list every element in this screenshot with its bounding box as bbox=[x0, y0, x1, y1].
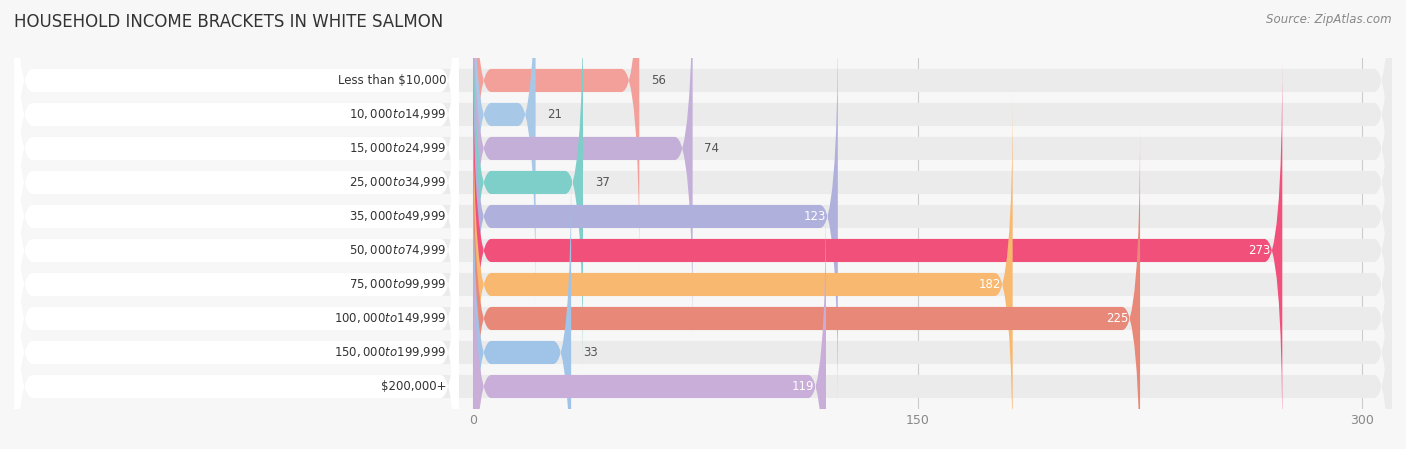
FancyBboxPatch shape bbox=[14, 0, 458, 273]
FancyBboxPatch shape bbox=[14, 0, 458, 341]
Text: 37: 37 bbox=[595, 176, 610, 189]
FancyBboxPatch shape bbox=[14, 24, 1392, 409]
Text: 225: 225 bbox=[1107, 312, 1128, 325]
FancyBboxPatch shape bbox=[14, 58, 458, 443]
FancyBboxPatch shape bbox=[474, 92, 1012, 449]
FancyBboxPatch shape bbox=[14, 0, 458, 307]
Text: $15,000 to $24,999: $15,000 to $24,999 bbox=[349, 141, 447, 155]
FancyBboxPatch shape bbox=[474, 126, 1140, 449]
Text: Less than $10,000: Less than $10,000 bbox=[339, 74, 447, 87]
Text: $10,000 to $14,999: $10,000 to $14,999 bbox=[349, 107, 447, 122]
FancyBboxPatch shape bbox=[474, 0, 583, 375]
Text: $50,000 to $74,999: $50,000 to $74,999 bbox=[349, 243, 447, 257]
FancyBboxPatch shape bbox=[14, 0, 1392, 273]
FancyBboxPatch shape bbox=[474, 0, 536, 307]
FancyBboxPatch shape bbox=[474, 58, 1282, 443]
Text: 74: 74 bbox=[704, 142, 720, 155]
Text: 56: 56 bbox=[651, 74, 666, 87]
FancyBboxPatch shape bbox=[14, 0, 1392, 307]
Text: 21: 21 bbox=[547, 108, 562, 121]
FancyBboxPatch shape bbox=[14, 160, 458, 449]
Text: $25,000 to $34,999: $25,000 to $34,999 bbox=[349, 176, 447, 189]
FancyBboxPatch shape bbox=[474, 0, 640, 273]
FancyBboxPatch shape bbox=[474, 160, 571, 449]
FancyBboxPatch shape bbox=[14, 126, 458, 449]
FancyBboxPatch shape bbox=[474, 194, 825, 449]
Text: HOUSEHOLD INCOME BRACKETS IN WHITE SALMON: HOUSEHOLD INCOME BRACKETS IN WHITE SALMO… bbox=[14, 13, 443, 31]
Text: 182: 182 bbox=[979, 278, 1001, 291]
FancyBboxPatch shape bbox=[14, 194, 458, 449]
Text: $100,000 to $149,999: $100,000 to $149,999 bbox=[335, 312, 447, 326]
FancyBboxPatch shape bbox=[474, 24, 838, 409]
FancyBboxPatch shape bbox=[14, 160, 1392, 449]
FancyBboxPatch shape bbox=[14, 0, 458, 375]
Text: 33: 33 bbox=[583, 346, 598, 359]
FancyBboxPatch shape bbox=[14, 24, 458, 409]
FancyBboxPatch shape bbox=[14, 92, 458, 449]
FancyBboxPatch shape bbox=[14, 58, 1392, 443]
Text: $75,000 to $99,999: $75,000 to $99,999 bbox=[349, 277, 447, 291]
Text: Source: ZipAtlas.com: Source: ZipAtlas.com bbox=[1267, 13, 1392, 26]
FancyBboxPatch shape bbox=[14, 0, 1392, 341]
Text: 123: 123 bbox=[804, 210, 825, 223]
FancyBboxPatch shape bbox=[14, 126, 1392, 449]
Text: 273: 273 bbox=[1249, 244, 1271, 257]
FancyBboxPatch shape bbox=[14, 0, 1392, 375]
Text: $200,000+: $200,000+ bbox=[381, 380, 447, 393]
Text: 119: 119 bbox=[792, 380, 814, 393]
Text: $150,000 to $199,999: $150,000 to $199,999 bbox=[335, 345, 447, 360]
FancyBboxPatch shape bbox=[14, 194, 1392, 449]
FancyBboxPatch shape bbox=[474, 0, 693, 341]
FancyBboxPatch shape bbox=[14, 92, 1392, 449]
Text: $35,000 to $49,999: $35,000 to $49,999 bbox=[349, 210, 447, 224]
